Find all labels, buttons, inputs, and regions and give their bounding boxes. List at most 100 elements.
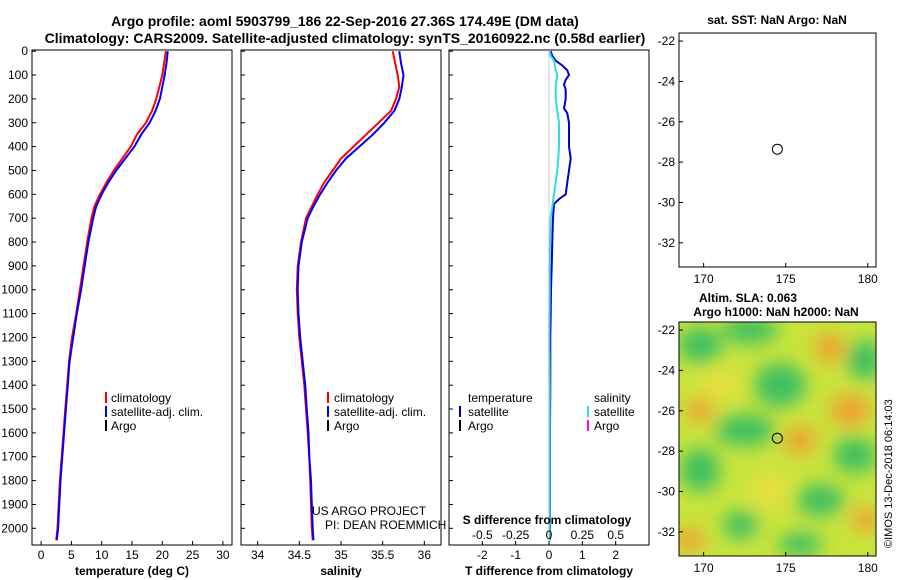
x2-tick-label: -0.25 bbox=[502, 528, 530, 542]
sst-map-ticks: 170 175 180 -22 -24 -26 -28 -30 -32 bbox=[658, 34, 878, 286]
map-y-tick-label: -22 bbox=[658, 323, 676, 337]
depth-tick-label: 1700 bbox=[1, 450, 28, 464]
legend-label-s-satellite: satellite bbox=[594, 405, 635, 419]
x-tick-label: 5 bbox=[68, 548, 75, 562]
sst-map-title: sat. SST: NaN Argo: NaN bbox=[707, 13, 847, 27]
sla-map-title-2: Argo h1000: NaN h2000: NaN bbox=[693, 305, 858, 319]
depth-tick-label: 1200 bbox=[1, 330, 28, 344]
depth-tick-label: 1800 bbox=[1, 474, 28, 488]
series-line-t-satellite bbox=[549, 50, 572, 541]
legend-title-temperature: temperature bbox=[468, 391, 533, 405]
sla-map-title-1: Altim. SLA: 0.063 bbox=[699, 291, 797, 305]
legend-label-satellite: satellite-adj. clim. bbox=[334, 405, 426, 419]
series-line-satellite-adj-clim- bbox=[55, 51, 169, 541]
s-difference-x-label: S difference from climatology bbox=[463, 513, 632, 527]
salinity-legend: climatology satellite-adj. clim. Argo bbox=[327, 391, 426, 433]
credit-imos: ©IMOS 13-Dec-2018 06:14:03 bbox=[883, 399, 895, 548]
depth-tick-label: 1500 bbox=[1, 402, 28, 416]
x-tick-label: 36 bbox=[418, 548, 432, 562]
legend-swatch-satellite bbox=[327, 406, 329, 417]
map-y-tick-label: -30 bbox=[658, 484, 676, 498]
x-tick-label: 10 bbox=[95, 548, 109, 562]
x-tick-label: 35 bbox=[334, 548, 348, 562]
legend-label-climatology: climatology bbox=[111, 391, 171, 405]
depth-tick-label: 1000 bbox=[1, 283, 28, 297]
salinity-x-ticks: 34 34.5 35 35.5 36 bbox=[251, 541, 431, 562]
depth-tick-label: 100 bbox=[8, 68, 28, 82]
legend-swatch-argo bbox=[105, 420, 107, 431]
map-y-tick-label: -26 bbox=[658, 404, 676, 418]
x-tick-label: 20 bbox=[156, 548, 170, 562]
x-tick-label: 1 bbox=[579, 548, 586, 562]
depth-tick-label: 900 bbox=[8, 259, 28, 273]
temperature-legend: climatology satellite-adj. clim. Argo bbox=[105, 391, 203, 433]
map-y-tick-label: -30 bbox=[658, 195, 676, 209]
depth-tick-label: 600 bbox=[8, 187, 28, 201]
sla-map-ticks: 170 175 180 -22 -24 -26 -28 -30 -32 bbox=[658, 323, 878, 575]
map-y-tick-label: -24 bbox=[658, 74, 676, 88]
map-x-tick-label: 170 bbox=[694, 272, 714, 286]
legend-title-salinity: salinity bbox=[594, 391, 631, 405]
x-tick-label: 2 bbox=[612, 548, 619, 562]
header-line-1: Argo profile: aoml 5903799_186 22-Sep-20… bbox=[111, 13, 579, 29]
series-line-s-satellite bbox=[548, 50, 560, 541]
x-tick-label: 34.5 bbox=[288, 548, 312, 562]
map-x-tick-label: 180 bbox=[858, 561, 878, 575]
map-x-tick-label: 170 bbox=[694, 561, 714, 575]
depth-tick-label: 1300 bbox=[1, 354, 28, 368]
x-tick-label: 35.5 bbox=[371, 548, 395, 562]
depth-tick-label: 800 bbox=[8, 235, 28, 249]
depth-tick-label: 500 bbox=[8, 163, 28, 177]
depth-tick-label: 200 bbox=[8, 92, 28, 106]
depth-tick-label: 1600 bbox=[1, 426, 28, 440]
legend-swatch-t-argo bbox=[459, 420, 461, 431]
legend-swatch-s-satellite bbox=[587, 406, 589, 417]
legend-label-satellite: satellite-adj. clim. bbox=[111, 405, 203, 419]
map-x-tick-label: 180 bbox=[858, 272, 878, 286]
depth-tick-label: 300 bbox=[8, 116, 28, 130]
legend-swatch-climatology bbox=[327, 392, 329, 403]
depth-axis-ticks: 0 100 200 300 400 500 600 700 800 900 1000 1100 1200… bbox=[1, 44, 453, 535]
temperature-x-label: temperature (deg C) bbox=[75, 564, 189, 578]
depth-tick-label: 1900 bbox=[1, 497, 28, 511]
map-x-tick-label: 175 bbox=[776, 272, 796, 286]
x-tick-label: 0 bbox=[546, 548, 553, 562]
legend-swatch-satellite bbox=[105, 406, 107, 417]
depth-tick-label: 1100 bbox=[2, 307, 28, 321]
legend-label-t-satellite: satellite bbox=[468, 405, 509, 419]
map-y-tick-label: -24 bbox=[658, 363, 676, 377]
t-difference-x-label: T difference from climatology bbox=[465, 564, 633, 578]
map-y-tick-label: -22 bbox=[658, 34, 676, 48]
depth-tick-label: 700 bbox=[8, 211, 28, 225]
map-y-tick-label: -26 bbox=[658, 115, 676, 129]
salinity-difference-x-ticks: -0.5 -0.25 0 0.25 0.5 bbox=[472, 528, 624, 542]
map-y-tick-label: -32 bbox=[658, 236, 676, 250]
sla-field bbox=[679, 322, 876, 556]
legend-swatch-argo bbox=[327, 420, 329, 431]
map-y-tick-label: -28 bbox=[658, 444, 676, 458]
credit-project: US ARGO PROJECT bbox=[312, 504, 427, 518]
depth-tick-label: 0 bbox=[21, 44, 28, 58]
map-y-tick-label: -32 bbox=[658, 525, 676, 539]
x-tick-label: 30 bbox=[216, 548, 230, 562]
temperature-profile-lines bbox=[55, 51, 169, 541]
depth-tick-label: 2000 bbox=[1, 521, 28, 535]
series-line-satellite-adj-clim- bbox=[296, 51, 405, 541]
salinity-panel-frame bbox=[240, 49, 442, 546]
credit-pi: PI: DEAN ROEMMICH bbox=[325, 518, 446, 532]
sst-map-frame bbox=[678, 32, 877, 268]
x-tick-label: 25 bbox=[186, 548, 200, 562]
temperature-x-ticks: 0 5 10 15 20 25 30 bbox=[38, 541, 230, 562]
x2-tick-label: -0.5 bbox=[472, 528, 493, 542]
header-line-2: Climatology: CARS2009. Satellite-adjuste… bbox=[45, 30, 646, 46]
legend-label-climatology: climatology bbox=[334, 391, 394, 405]
sst-argo-location-marker bbox=[771, 143, 783, 155]
legend-swatch-climatology bbox=[105, 392, 107, 403]
legend-swatch-t-satellite bbox=[459, 406, 461, 417]
difference-profile-lines bbox=[548, 50, 572, 545]
x-tick-label: 0 bbox=[38, 548, 45, 562]
x-tick-label: -2 bbox=[477, 548, 488, 562]
map-y-tick-label: -28 bbox=[658, 155, 676, 169]
